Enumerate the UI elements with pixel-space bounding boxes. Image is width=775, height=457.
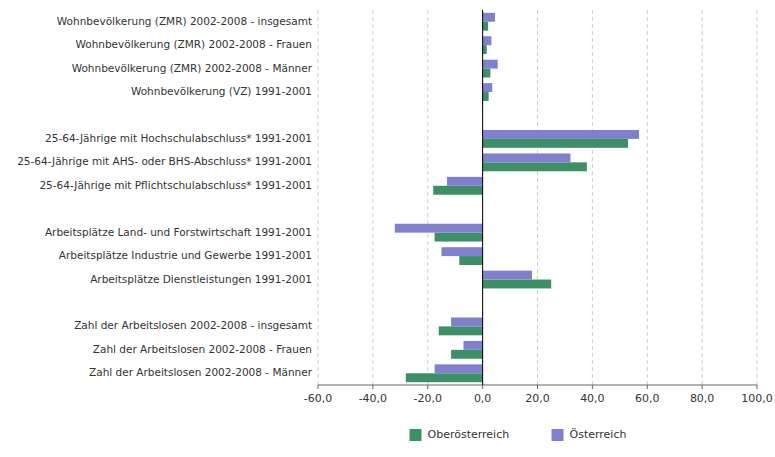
bar bbox=[483, 162, 587, 171]
bar bbox=[483, 22, 488, 31]
bar bbox=[483, 130, 639, 139]
y-tick-label: Arbeitsplätze Land- und Forstwirtschaft … bbox=[45, 226, 312, 238]
bar bbox=[447, 177, 483, 186]
y-tick-label: Zahl der Arbeitslosen 2002-2008 - Männer bbox=[89, 366, 313, 378]
x-tick bbox=[702, 385, 703, 389]
x-tick bbox=[482, 385, 483, 389]
grid-line bbox=[372, 10, 373, 385]
bar bbox=[463, 341, 482, 350]
grid-line bbox=[318, 10, 319, 385]
bar bbox=[406, 373, 483, 382]
bar bbox=[483, 83, 493, 92]
bar bbox=[441, 247, 482, 256]
y-tick-label: Zahl der Arbeitslosen 2002-2008 - insges… bbox=[74, 319, 312, 331]
x-tick-label: 20,0 bbox=[525, 392, 550, 405]
y-tick-labels: Wohnbevölkerung (ZMR) 2002-2008 - insges… bbox=[17, 15, 313, 379]
x-tick bbox=[757, 385, 758, 389]
bar bbox=[439, 326, 483, 335]
bar bbox=[483, 36, 492, 45]
x-tick-label: 40,0 bbox=[580, 392, 605, 405]
bar bbox=[459, 256, 482, 265]
grid-line bbox=[427, 10, 428, 385]
grid-line bbox=[757, 10, 758, 385]
grid bbox=[318, 10, 757, 385]
y-tick-label: Arbeitsplätze Dienstleistungen 1991-2001 bbox=[90, 273, 312, 285]
y-tick-label: Wohnbevölkerung (ZMR) 2002-2008 - insges… bbox=[57, 15, 312, 27]
x-tick-label: 80,0 bbox=[690, 392, 715, 405]
x-tick bbox=[318, 385, 319, 389]
chart: -60,0 -40,0 -20,0 0,0 20,0 40,0 60,0 80,0 100,0 W… bbox=[0, 0, 775, 457]
bar bbox=[435, 364, 483, 373]
bar bbox=[483, 13, 495, 22]
x-tick bbox=[537, 385, 538, 389]
bar bbox=[483, 153, 571, 162]
x-axis-line bbox=[318, 385, 757, 386]
bar bbox=[395, 224, 483, 233]
x-tick-label: -20,0 bbox=[414, 392, 442, 405]
y-tick-label: Zahl der Arbeitslosen 2002-2008 - Frauen bbox=[93, 343, 312, 355]
bars bbox=[395, 13, 639, 382]
x-tick-label: 0,0 bbox=[474, 392, 492, 405]
grid-line bbox=[592, 10, 593, 385]
bar bbox=[483, 60, 498, 69]
legend-swatch bbox=[552, 429, 564, 441]
bar bbox=[483, 45, 487, 54]
x-tick-label: 60,0 bbox=[635, 392, 660, 405]
y-tick-label: 25-64-Jährige mit Pflichtschulabschluss*… bbox=[39, 179, 312, 191]
y-tick-label: Arbeitsplätze Industrie und Gewerbe 1991… bbox=[59, 249, 312, 261]
bar bbox=[483, 92, 489, 101]
y-tick-label: 25-64-Jährige mit AHS- oder BHS-Abschlus… bbox=[17, 155, 312, 167]
grid-line bbox=[647, 10, 648, 385]
bar bbox=[483, 271, 532, 280]
bar bbox=[483, 69, 491, 78]
x-tick-label: -60,0 bbox=[304, 392, 332, 405]
bar bbox=[435, 233, 483, 242]
y-tick-label: Wohnbevölkerung (ZMR) 2002-2008 - Frauen bbox=[75, 38, 312, 50]
legend-label: Österreich bbox=[570, 428, 627, 441]
x-tick-label: 100,0 bbox=[741, 392, 773, 405]
page: {"chart_data": { "type": "bar", "orienta… bbox=[0, 0, 775, 457]
bar bbox=[451, 318, 483, 327]
grid-line bbox=[482, 10, 483, 385]
legend-swatch bbox=[410, 429, 422, 441]
grid-line bbox=[537, 10, 538, 385]
axes bbox=[318, 10, 757, 385]
bar bbox=[483, 139, 628, 148]
x-tick bbox=[427, 385, 428, 389]
x-tick bbox=[647, 385, 648, 389]
zero-line bbox=[482, 10, 483, 385]
y-tick-label: Wohnbevölkerung (ZMR) 2002-2008 - Männer bbox=[72, 62, 313, 74]
x-tick bbox=[372, 385, 373, 389]
grid-line bbox=[702, 10, 703, 385]
bar bbox=[433, 186, 482, 195]
y-tick-label: Wohnbevölkerung (VZ) 1991-2001 bbox=[131, 85, 312, 97]
bar bbox=[483, 280, 552, 289]
legend: Oberösterreich Österreich bbox=[410, 428, 627, 441]
x-ticks: -60,0 -40,0 -20,0 0,0 20,0 40,0 60,0 80,0 100,0 bbox=[304, 385, 773, 405]
x-tick bbox=[592, 385, 593, 389]
legend-label: Oberösterreich bbox=[428, 428, 510, 441]
y-tick-label: 25-64-Jährige mit Hochschulabschluss* 19… bbox=[45, 132, 312, 144]
bar bbox=[451, 350, 483, 359]
x-tick-label: -40,0 bbox=[359, 392, 387, 405]
